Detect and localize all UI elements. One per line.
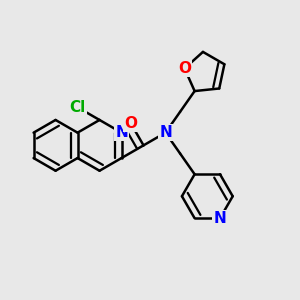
Text: Cl: Cl: [69, 100, 86, 115]
Text: N: N: [115, 125, 128, 140]
Text: O: O: [124, 116, 137, 131]
Text: O: O: [178, 61, 191, 76]
Text: N: N: [214, 211, 226, 226]
Text: N: N: [159, 125, 172, 140]
